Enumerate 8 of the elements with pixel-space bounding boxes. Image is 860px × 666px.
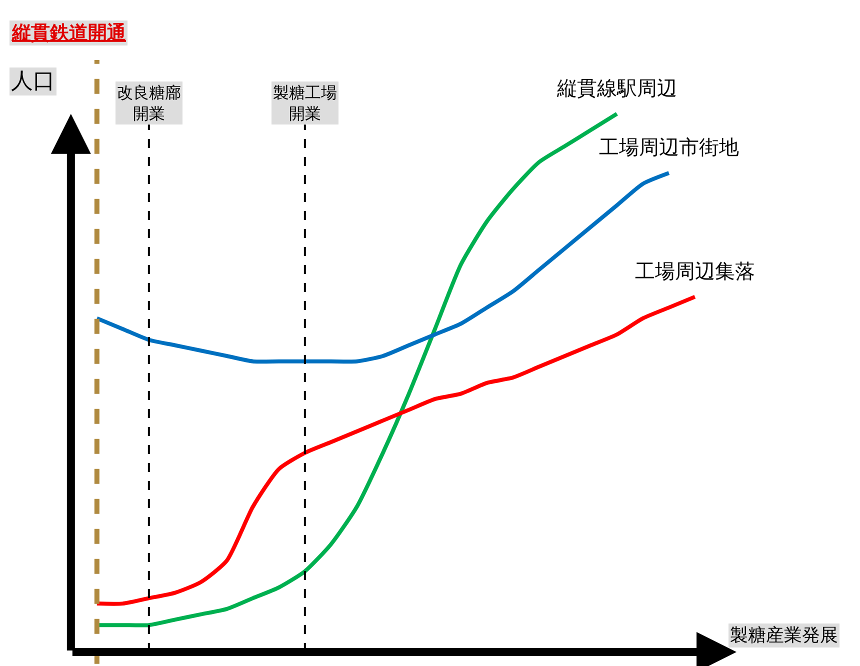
series-label: 工場周辺市街地	[599, 135, 739, 159]
text: 縦貫鉄道開通	[11, 22, 126, 44]
annotation: 製糖工場開業	[273, 83, 337, 123]
y-axis-title: 人口	[11, 69, 55, 94]
annotation: 改良糖廍開業	[117, 83, 181, 123]
series-label: 縦貫線駅周辺	[556, 76, 677, 100]
x-axis-title: 製糖産業発展	[730, 625, 838, 646]
series-label: 工場周辺集落	[635, 259, 755, 283]
